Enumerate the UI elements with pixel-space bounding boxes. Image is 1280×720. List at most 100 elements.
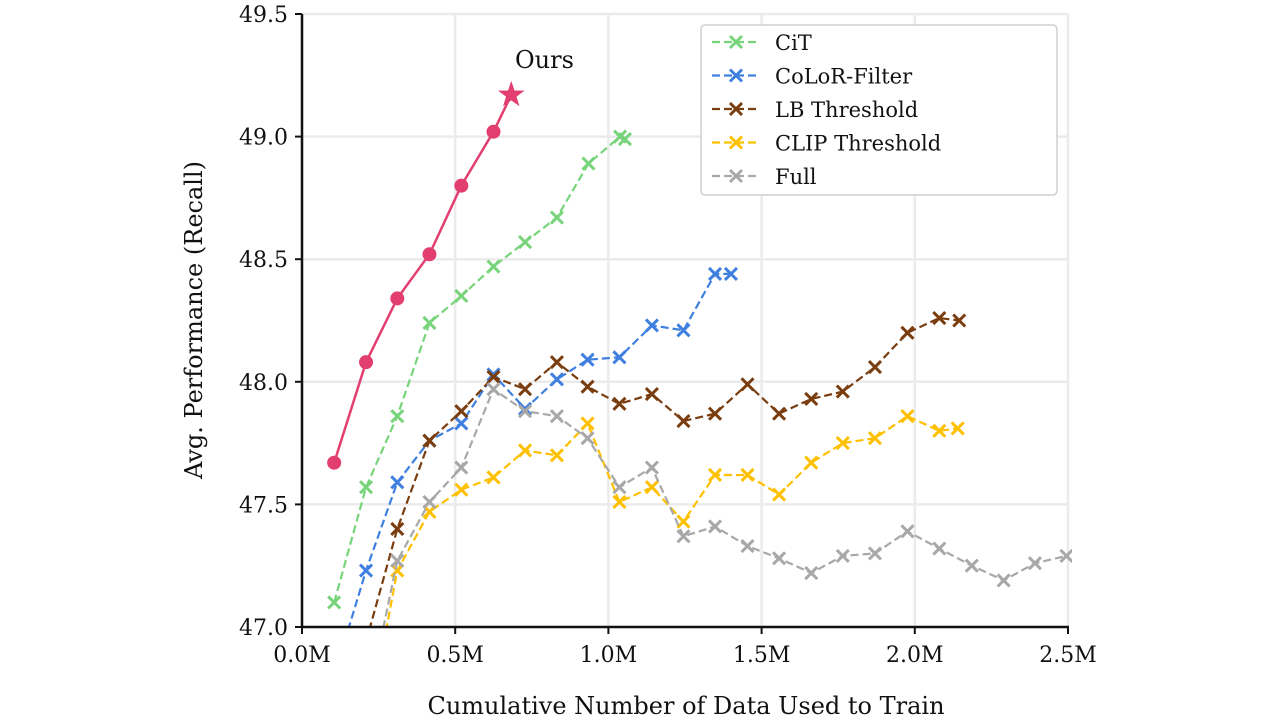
data-point-color-filter	[612, 350, 627, 365]
ours-star-marker	[497, 80, 525, 107]
legend-item-full: Full	[712, 165, 817, 189]
series-clip-threshold	[385, 409, 965, 627]
data-point-clip-threshold	[517, 443, 533, 458]
data-point-clip-threshold	[772, 487, 787, 502]
legend-label: LB Threshold	[775, 98, 918, 122]
data-point-full	[422, 494, 437, 510]
data-point-full	[390, 553, 405, 568]
data-point-lb-threshold	[517, 382, 533, 397]
data-point-color-filter	[707, 266, 723, 281]
data-point-clip-threshold	[454, 482, 469, 497]
data-point-cit	[422, 315, 437, 331]
x-tick-label: 2.5M	[1039, 643, 1097, 668]
data-point-full	[740, 539, 755, 554]
data-point-lb-threshold	[707, 406, 723, 421]
data-point-cit	[486, 259, 501, 274]
legend-item-clip-threshold: CLIP Threshold	[712, 132, 941, 156]
data-point-lb-threshold	[644, 386, 659, 402]
axes: 0.0M 0.5M 1.0M 1.5M 2.0M 2.5M 47.0 47.5 48.0 48.5…	[239, 3, 1097, 668]
data-point-full	[707, 519, 723, 534]
data-point-lb-threshold	[772, 406, 787, 421]
data-point-lb-threshold	[360, 636, 372, 648]
data-point-color-filter	[517, 401, 533, 416]
legend-item-cit: CiT	[712, 31, 812, 55]
series-layer	[327, 129, 1072, 682]
x-tick-label: 1.0M	[580, 643, 638, 668]
data-point-clip-threshold	[835, 436, 850, 451]
data-point-lb-threshold	[835, 384, 850, 399]
x-tick-label: 0.0M	[273, 643, 331, 668]
legend-item-lb-threshold: LB Threshold	[712, 98, 918, 122]
ours-data-point	[486, 124, 501, 139]
data-point-lb-threshold	[580, 379, 595, 394]
y-tick-label: 48.5	[239, 248, 288, 273]
legend-label: CoLoR-Filter	[775, 65, 913, 89]
data-point-lb-threshold	[454, 404, 469, 419]
data-point-full	[867, 546, 883, 561]
data-point-cit	[581, 156, 596, 171]
ours-data-point	[359, 355, 374, 370]
data-point-full	[932, 541, 947, 556]
x-tick-label: 2.0M	[886, 643, 944, 668]
series-full	[382, 382, 1072, 627]
data-point-full	[996, 573, 1011, 588]
series-line-clip-threshold	[385, 414, 958, 627]
series-lb-threshold	[360, 310, 967, 648]
data-point-color-filter	[390, 475, 405, 490]
data-point-color-filter	[358, 563, 374, 578]
data-point-color-filter	[454, 416, 469, 431]
data-point-lb-threshold	[676, 413, 691, 429]
data-point-color-filter	[676, 323, 691, 338]
data-point-lb-threshold	[612, 396, 627, 411]
data-point-lb-threshold	[486, 369, 501, 384]
data-point-color-filter	[580, 352, 595, 367]
ours-data-point	[390, 291, 405, 306]
data-point-clip-threshold	[867, 431, 883, 446]
legend-box	[700, 24, 1058, 196]
data-point-clip-threshold	[707, 467, 723, 483]
ours-series	[327, 80, 525, 470]
data-point-full	[804, 565, 819, 581]
data-point-full	[644, 460, 659, 475]
data-point-clip-threshold	[900, 409, 915, 424]
data-point-lb-threshold	[900, 325, 915, 340]
legend-label: CiT	[775, 31, 812, 55]
data-point-full	[486, 382, 501, 397]
data-point-full	[580, 431, 595, 446]
data-point-cit	[454, 288, 469, 304]
data-point-full	[549, 409, 564, 424]
data-point-full	[517, 404, 533, 419]
legend-marker	[728, 34, 744, 50]
data-point-clip-threshold	[612, 494, 627, 510]
data-point-color-filter	[549, 372, 564, 387]
legend-label: CLIP Threshold	[775, 132, 941, 156]
y-tick-label: 47.0	[239, 616, 288, 641]
legend-marker	[728, 101, 744, 117]
data-point-full	[676, 529, 691, 544]
data-point-full	[1059, 548, 1072, 563]
legend-label: Full	[775, 165, 817, 189]
data-point-color-filter	[723, 266, 739, 281]
data-point-lb-threshold	[390, 521, 405, 536]
data-point-cit	[517, 234, 533, 250]
data-point-full	[835, 548, 850, 563]
ours-annotation: Ours	[515, 46, 574, 74]
data-point-lb-threshold	[952, 313, 967, 328]
data-point-full	[964, 558, 979, 573]
data-point-lb-threshold	[867, 360, 883, 375]
data-point-cit	[358, 480, 374, 495]
data-point-clip-threshold	[549, 448, 564, 463]
data-point-clip-threshold	[804, 455, 819, 470]
y-tick-label: 48.0	[239, 371, 288, 396]
data-point-color-filter	[328, 670, 340, 682]
data-point-clip-threshold	[932, 423, 947, 438]
data-point-lb-threshold	[422, 433, 437, 448]
data-point-lb-threshold	[932, 310, 947, 326]
data-point-full	[1027, 556, 1042, 571]
series-line-cit	[333, 135, 626, 603]
data-point-lb-threshold	[740, 377, 755, 392]
data-point-lb-threshold	[804, 391, 819, 407]
ours-data-point	[454, 178, 469, 193]
series-color-filter	[328, 266, 739, 682]
